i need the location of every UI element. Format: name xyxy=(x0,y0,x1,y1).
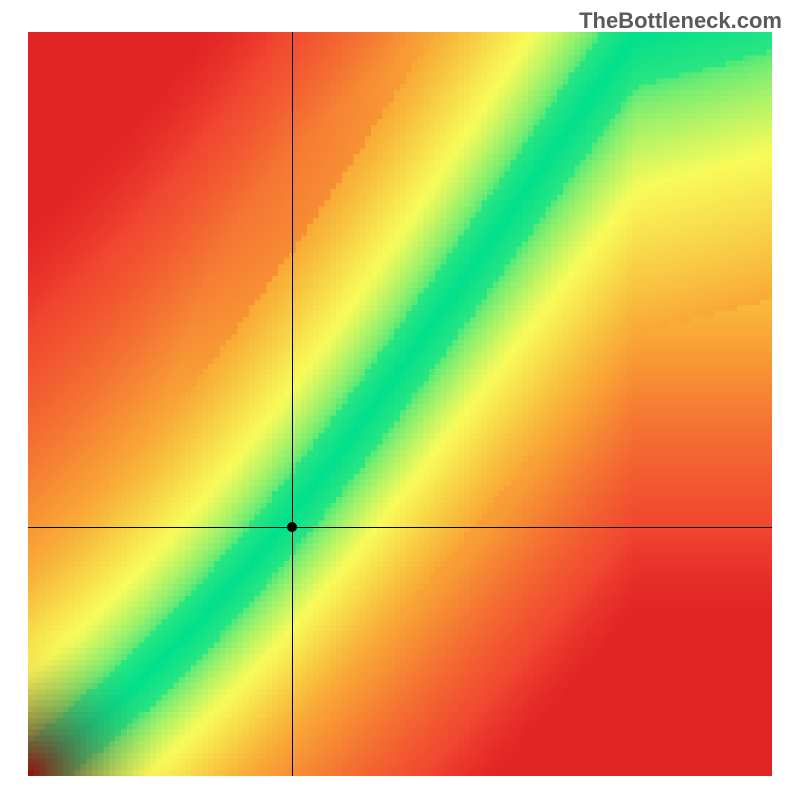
heatmap-chart xyxy=(28,32,772,776)
crosshair-vertical xyxy=(292,32,293,776)
crosshair-marker-dot xyxy=(287,522,297,532)
watermark-text: TheBottleneck.com xyxy=(579,8,782,34)
heatmap-canvas xyxy=(28,32,772,776)
crosshair-horizontal xyxy=(28,527,772,528)
